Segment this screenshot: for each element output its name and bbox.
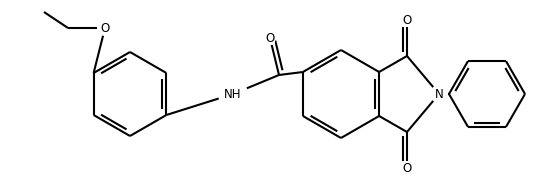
Text: N: N (435, 87, 443, 101)
Text: O: O (403, 161, 412, 174)
Text: O: O (403, 14, 412, 27)
Text: O: O (265, 32, 274, 45)
Text: O: O (100, 21, 110, 35)
Text: NH: NH (224, 87, 242, 101)
